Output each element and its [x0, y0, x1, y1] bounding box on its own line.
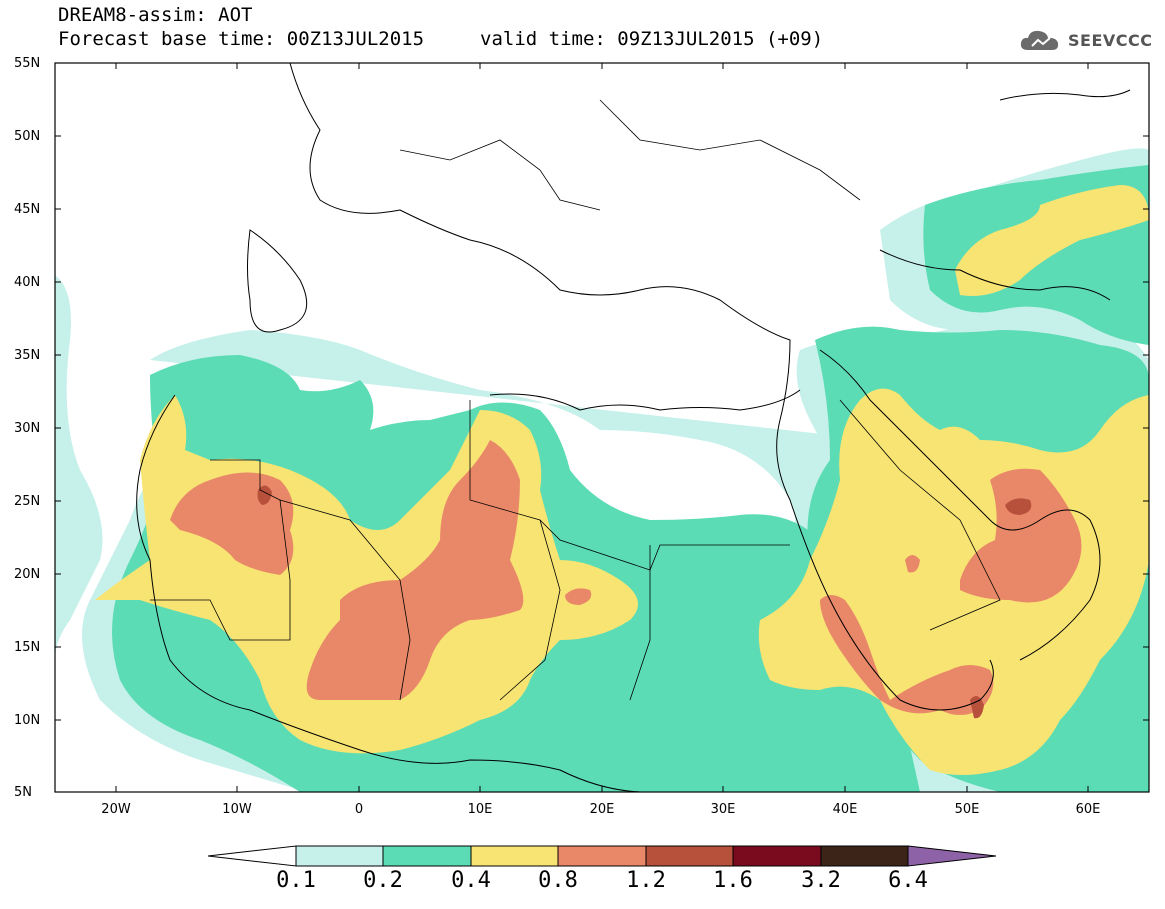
- lon-label: 20W: [101, 802, 131, 817]
- seevccc-logo: SEEVCCC: [1018, 26, 1153, 54]
- lat-label: 55N: [14, 56, 41, 71]
- colorbar-bin-4: [557, 845, 647, 867]
- lat-label: 10N: [14, 713, 41, 728]
- lat-label: 40N: [14, 275, 41, 290]
- lon-label: 60E: [1075, 802, 1101, 817]
- title-product: DREAM8-assim: AOT: [58, 4, 253, 26]
- colorbar-bin-5: [645, 845, 734, 867]
- lon-label: 0: [354, 802, 364, 817]
- coastlines: [136, 63, 1131, 792]
- aot-fields: [55, 148, 1149, 792]
- lat-label: 50N: [14, 129, 41, 144]
- colorbar-label: 0.2: [363, 868, 403, 893]
- lon-label: 20E: [589, 802, 615, 817]
- aot-level-1.2: [257, 485, 1032, 719]
- title-valid-time: valid time: 09Z13JUL2015 (+09): [480, 28, 824, 50]
- lon-label: 40E: [832, 802, 858, 817]
- title-base-time: Forecast base time: 00Z13JUL2015: [58, 28, 425, 50]
- colorbar-bin-3: [470, 845, 559, 867]
- lon-label: 10E: [467, 802, 493, 817]
- lat-label: 20N: [14, 567, 41, 582]
- colorbar-bin-6: [732, 845, 822, 867]
- colorbar-low-arrow: [207, 845, 297, 867]
- colorbar-bin-1: [295, 845, 384, 867]
- lat-label: 15N: [14, 640, 41, 655]
- lat-label: 45N: [14, 202, 41, 217]
- lat-label: 35N: [14, 348, 41, 363]
- lat-label: 5N: [14, 785, 32, 800]
- plot-frame: [54, 62, 1150, 793]
- colorbar-label: 6.4: [888, 868, 928, 893]
- colorbar-bin-2: [382, 845, 472, 867]
- colorbar-label: 1.6: [713, 868, 753, 893]
- logo-text: SEEVCCC: [1068, 30, 1153, 50]
- colorbar-label: 0.1: [276, 868, 316, 893]
- colorbar-bin-7: [820, 845, 909, 867]
- lat-label: 30N: [14, 421, 41, 436]
- colorbar-label: 3.2: [801, 868, 841, 893]
- colorbar-label: 0.8: [538, 868, 578, 893]
- colorbar-high-arrow: [907, 845, 997, 867]
- colorbar-label: 0.4: [451, 868, 491, 893]
- lat-label: 25N: [14, 494, 41, 509]
- colorbar-label: 1.2: [626, 868, 666, 893]
- country-borders: [150, 99, 1001, 701]
- lon-label: 50E: [954, 802, 980, 817]
- lon-label: 10W: [222, 802, 252, 817]
- colorbar: [207, 845, 997, 867]
- cloud-icon: [1020, 30, 1059, 50]
- lon-label: 30E: [710, 802, 736, 817]
